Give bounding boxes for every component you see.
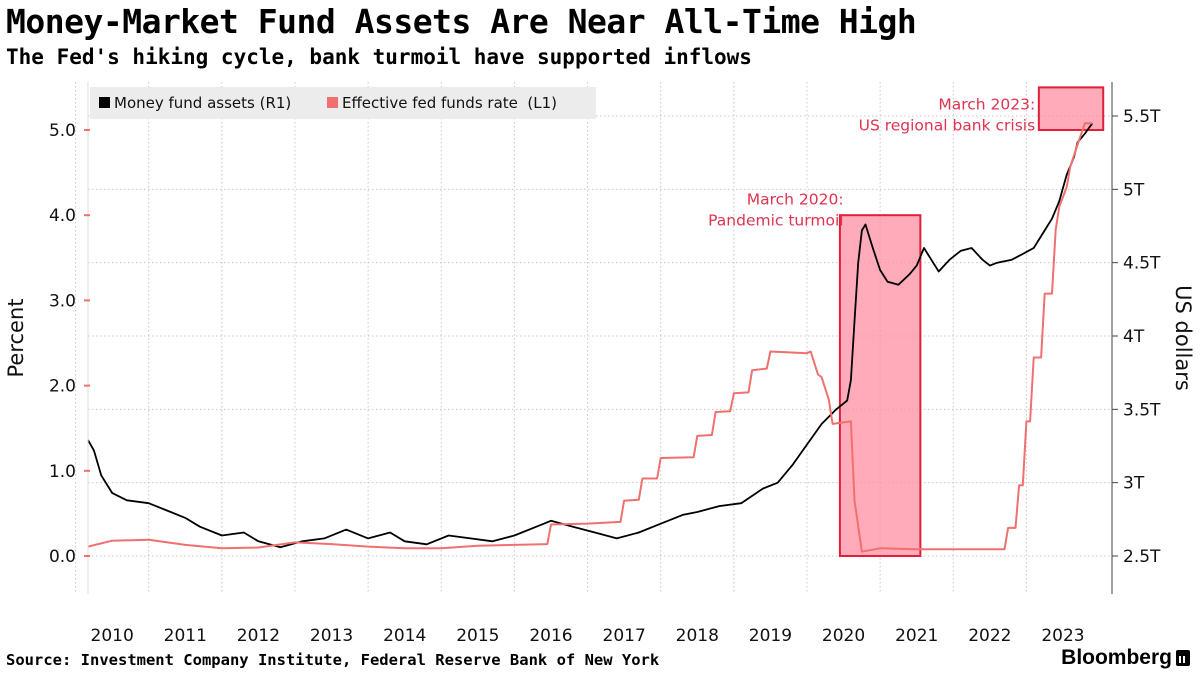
left-axis-title: Percent — [4, 298, 28, 377]
bloomberg-logo: Bloomberg — [1061, 646, 1190, 670]
x-tick-label: 2022 — [968, 626, 1011, 646]
x-axis-ticks: 2010 2011 2012 2013 2014 2015 2016 2017 2018 2019… — [91, 626, 1085, 646]
right-tick-label: 4T — [1123, 327, 1145, 347]
fed-funds-rate-line — [87, 122, 1093, 553]
left-tick-label: 2.0 — [49, 377, 76, 397]
chart-subtitle: The Fed's hiking cycle, bank turmoil hav… — [6, 45, 752, 69]
annotation-line: March 2023: — [938, 95, 1035, 113]
right-axis-ticks: 2.5T 3T 3.5T 4T 4.5T 5T 5.5T — [1112, 107, 1161, 567]
right-tick-label: 2.5T — [1123, 547, 1161, 567]
right-axis-title: US dollars — [1171, 285, 1195, 391]
annotation-line: Pandemic turmoil — [708, 212, 843, 230]
x-tick-label: 2018 — [676, 626, 719, 646]
legend-swatch-fund — [99, 97, 110, 108]
annotations: March 2020: Pandemic turmoil March 2023: US… — [708, 95, 1035, 229]
brand-name: Bloomberg — [1061, 646, 1172, 669]
right-tick-label: 4.5T — [1123, 254, 1161, 274]
legend-background — [90, 87, 596, 119]
right-tick-label: 5T — [1123, 180, 1145, 200]
annotation-1: March 2020: Pandemic turmoil — [708, 191, 843, 230]
x-tick-label: 2020 — [822, 626, 865, 646]
x-tick-label: 2011 — [164, 626, 207, 646]
chart-title: Money-Market Fund Assets Are Near All-Ti… — [6, 2, 917, 41]
x-tick-label: 2021 — [895, 626, 938, 646]
left-tick-label: 4.0 — [49, 206, 76, 226]
x-tick-label: 2019 — [749, 626, 792, 646]
legend: Money fund assets (R1) Effective fed fun… — [90, 87, 596, 119]
right-tick-label: 5.5T — [1123, 107, 1161, 127]
x-tick-label: 2017 — [603, 626, 646, 646]
annotation-line: March 2020: — [747, 191, 844, 209]
x-tick-label: 2023 — [1041, 626, 1084, 646]
legend-swatch-rate — [327, 97, 338, 108]
highlight-box-2 — [1037, 86, 1105, 131]
money-fund-assets-line — [87, 122, 1094, 549]
axes — [87, 82, 1113, 594]
highlight-boxes — [838, 86, 1105, 557]
left-tick-label: 1.0 — [49, 462, 76, 482]
horizontal-gridlines — [88, 115, 1112, 557]
right-tick-label: 3.5T — [1123, 400, 1161, 420]
annotation-2: March 2023: US regional bank crisis — [859, 95, 1036, 134]
x-tick-label: 2014 — [383, 626, 426, 646]
left-axis-ticks: 0.0 1.0 2.0 3.0 4.0 5.0 — [49, 121, 90, 567]
source-note: Source: Investment Company Institute, Fe… — [6, 651, 660, 669]
x-tick-label: 2013 — [310, 626, 353, 646]
x-tick-label: 2012 — [237, 626, 280, 646]
left-tick-label: 3.0 — [49, 291, 76, 311]
left-tick-label: 0.0 — [49, 547, 76, 567]
legend-label-fund: Money fund assets (R1) — [114, 94, 291, 112]
plot-area-background — [88, 82, 1112, 594]
annotation-line: US regional bank crisis — [859, 116, 1036, 134]
series-layer — [87, 122, 1094, 553]
x-tick-label: 2015 — [456, 626, 499, 646]
x-tick-label: 2016 — [529, 626, 572, 646]
left-tick-label: 5.0 — [49, 121, 76, 141]
right-tick-label: 3T — [1123, 474, 1145, 494]
highlight-box-1 — [838, 214, 922, 557]
bloomberg-terminal-icon — [1176, 650, 1190, 666]
legend-label-rate: Effective fed funds rate (L1) — [342, 94, 557, 112]
x-tick-label: 2010 — [91, 626, 134, 646]
